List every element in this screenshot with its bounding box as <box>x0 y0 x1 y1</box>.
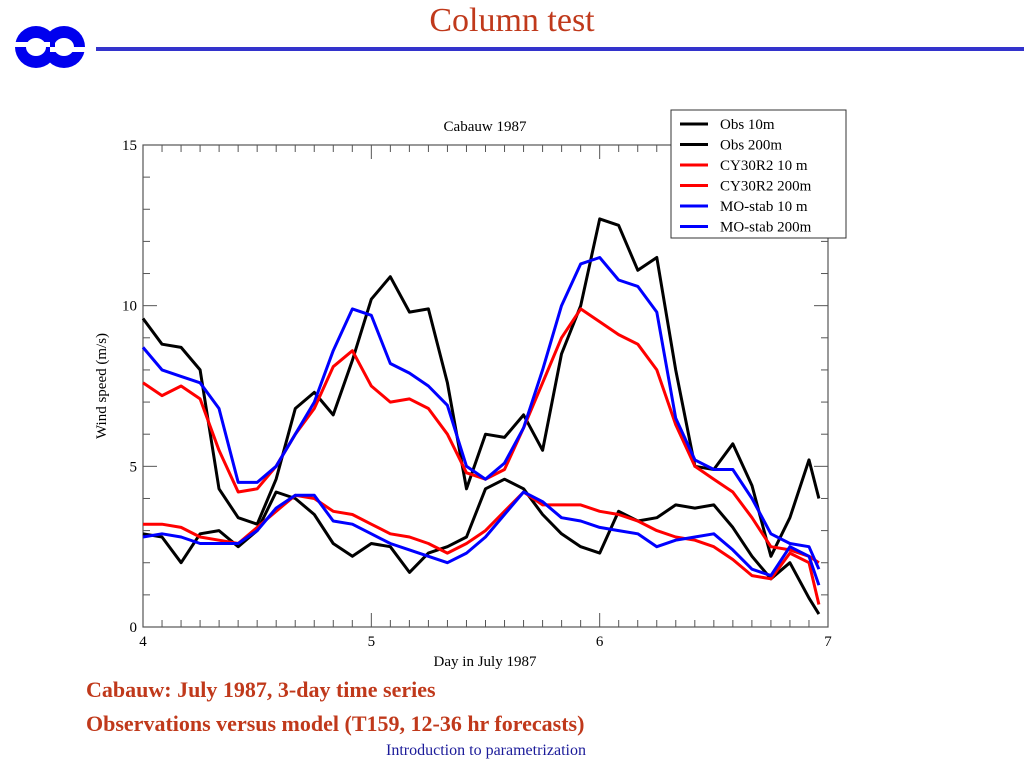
series-line-mo-stab-200m <box>141 256 821 570</box>
x-tick-label: 7 <box>824 634 832 650</box>
y-tick-label: 0 <box>130 620 138 636</box>
x-axis-label: Day in July 1987 <box>434 654 537 670</box>
x-tick-label: 4 <box>139 634 147 650</box>
legend-label: MO-stab 200m <box>720 220 812 236</box>
title-divider <box>96 47 1024 51</box>
legend-label: Obs 10m <box>720 117 775 133</box>
x-tick-label: 6 <box>596 634 604 650</box>
x-tick-label: 5 <box>368 634 376 650</box>
series-line-obs-200m <box>141 217 821 558</box>
y-axis-label: Wind speed (m/s) <box>94 333 110 439</box>
slide-title: Column test <box>429 2 595 39</box>
y-tick-label: 10 <box>122 299 137 315</box>
y-tick-label: 5 <box>130 459 138 475</box>
legend-box <box>670 109 847 239</box>
series-line-obs-10m <box>142 477 821 615</box>
ecmwf-logo-icon <box>14 26 86 68</box>
legend-label: Obs 200m <box>720 138 782 154</box>
caption-line-2: Observations versus model (T159, 12-36 h… <box>86 711 585 736</box>
caption-line-1: Cabauw: July 1987, 3-day time series <box>86 677 436 702</box>
legend-label: MO-stab 10 m <box>720 199 808 215</box>
series-line-cy30r2-10-m <box>143 490 821 605</box>
chart-title: Cabauw 1987 <box>444 119 527 135</box>
series-line-cy30r2-200m <box>142 307 820 564</box>
y-tick-label: 15 <box>122 138 137 154</box>
legend-label: CY30R2 10 m <box>720 158 808 174</box>
series-line-mo-stab-10-m <box>142 490 821 586</box>
axis-tick-labels: 4 5 6 7 0 5 10 15 <box>122 138 832 650</box>
series-lines <box>141 217 821 615</box>
legend-label: CY30R2 200m <box>720 179 812 195</box>
legend: Obs 10m Obs 200m CY30R2 10 m CY30R2 200m MO-… <box>670 109 847 239</box>
footer-text: Introduction to parametrization <box>386 742 586 759</box>
